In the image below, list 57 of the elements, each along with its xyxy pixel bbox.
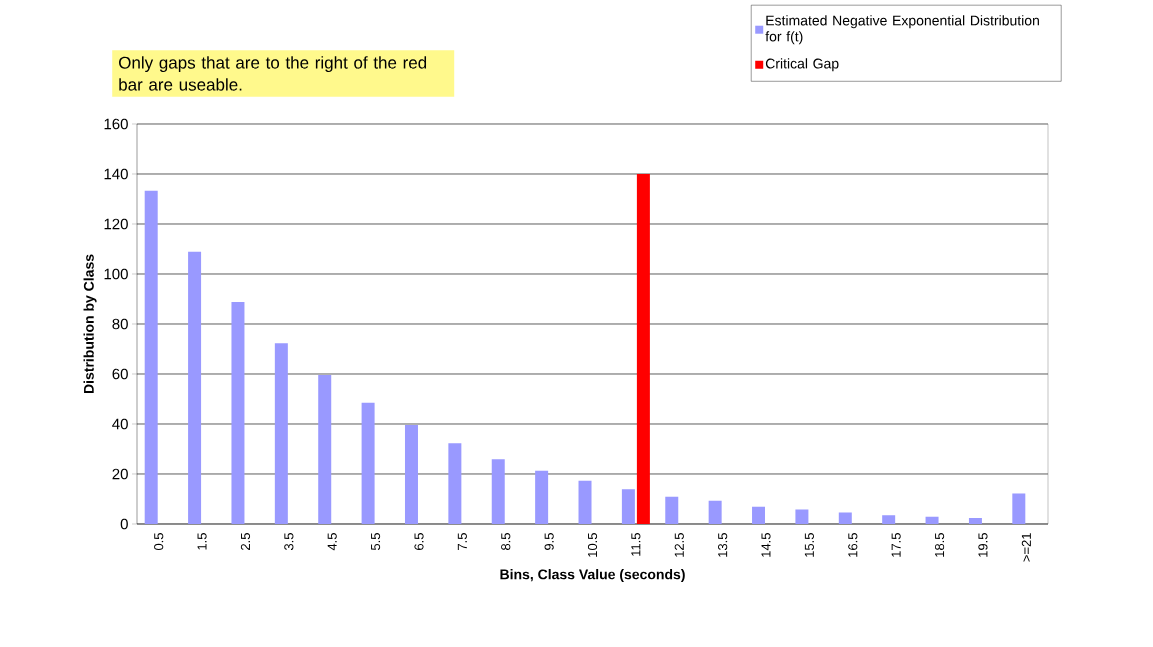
bar [621, 489, 635, 524]
x-tick-label: 15.5 [804, 533, 814, 557]
y-tick-label: 20 [112, 468, 128, 480]
x-tick-label: 5.5 [371, 533, 381, 551]
bar [404, 424, 418, 524]
bar [274, 343, 288, 524]
text: Only gaps that are to the right of the red bar are useable. [119, 56, 427, 91]
x-tick-label: 12.5 [674, 533, 684, 557]
x-tick-label: 2.5 [240, 533, 251, 550]
bar [665, 496, 679, 524]
bar [708, 500, 722, 524]
x-tick-label: 3.5 [284, 533, 294, 551]
y-tick-label: 60 [112, 368, 128, 380]
bar [968, 517, 982, 524]
x-tick-label: 17.5 [891, 533, 901, 557]
bar [636, 173, 650, 524]
bar [361, 402, 375, 524]
x-tick-label: 0.5 [154, 533, 164, 551]
y-tick-label: 140 [104, 168, 128, 180]
x-tick-label: 18.5 [934, 533, 945, 557]
bar [448, 443, 462, 524]
x-tick-label: 8.5 [501, 533, 511, 551]
bar [144, 190, 158, 524]
legend-label: Estimated Negative Exponential Distribution for f(t) [765, 15, 1039, 45]
x-tick-label: 1.5 [197, 533, 207, 550]
bar [925, 516, 939, 524]
x-axis-title: Bins, Class Value (seconds) [500, 569, 685, 583]
y-tick-label: 40 [112, 418, 128, 430]
x-tick-label: 9.5 [544, 533, 554, 550]
bar [491, 459, 505, 524]
bar [882, 515, 896, 524]
bar [752, 506, 766, 524]
x-tick-label: 6.5 [414, 533, 424, 550]
bar [318, 374, 332, 524]
y-tick-label: 80 [112, 318, 128, 330]
y-tick-label: 100 [104, 268, 128, 280]
x-tick-label: 16.5 [848, 533, 858, 557]
bar [188, 251, 202, 524]
x-tick-label: 14.5 [761, 533, 771, 557]
x-tick-label: >=21 [1021, 533, 1031, 562]
bar [838, 512, 852, 524]
bar [578, 480, 592, 524]
x-tick-label: 19.5 [978, 533, 988, 557]
x-tick-label: 13.5 [718, 533, 728, 557]
bar [795, 509, 809, 524]
x-tick-label: 10.5 [587, 533, 598, 557]
x-tick-label: 4.5 [327, 533, 337, 551]
bar [535, 470, 549, 524]
y-tick-label: 120 [104, 218, 128, 230]
y-tick-label: 160 [104, 118, 128, 130]
x-tick-label: 11.5 [631, 533, 641, 556]
x-tick-label: 7.5 [457, 533, 467, 550]
legend-label: Critical Gap [765, 58, 839, 72]
y-tick-label: 0 [120, 518, 128, 530]
bar [231, 301, 245, 524]
bar [1012, 493, 1026, 524]
y-axis-title: Distribution by Class [83, 254, 97, 394]
